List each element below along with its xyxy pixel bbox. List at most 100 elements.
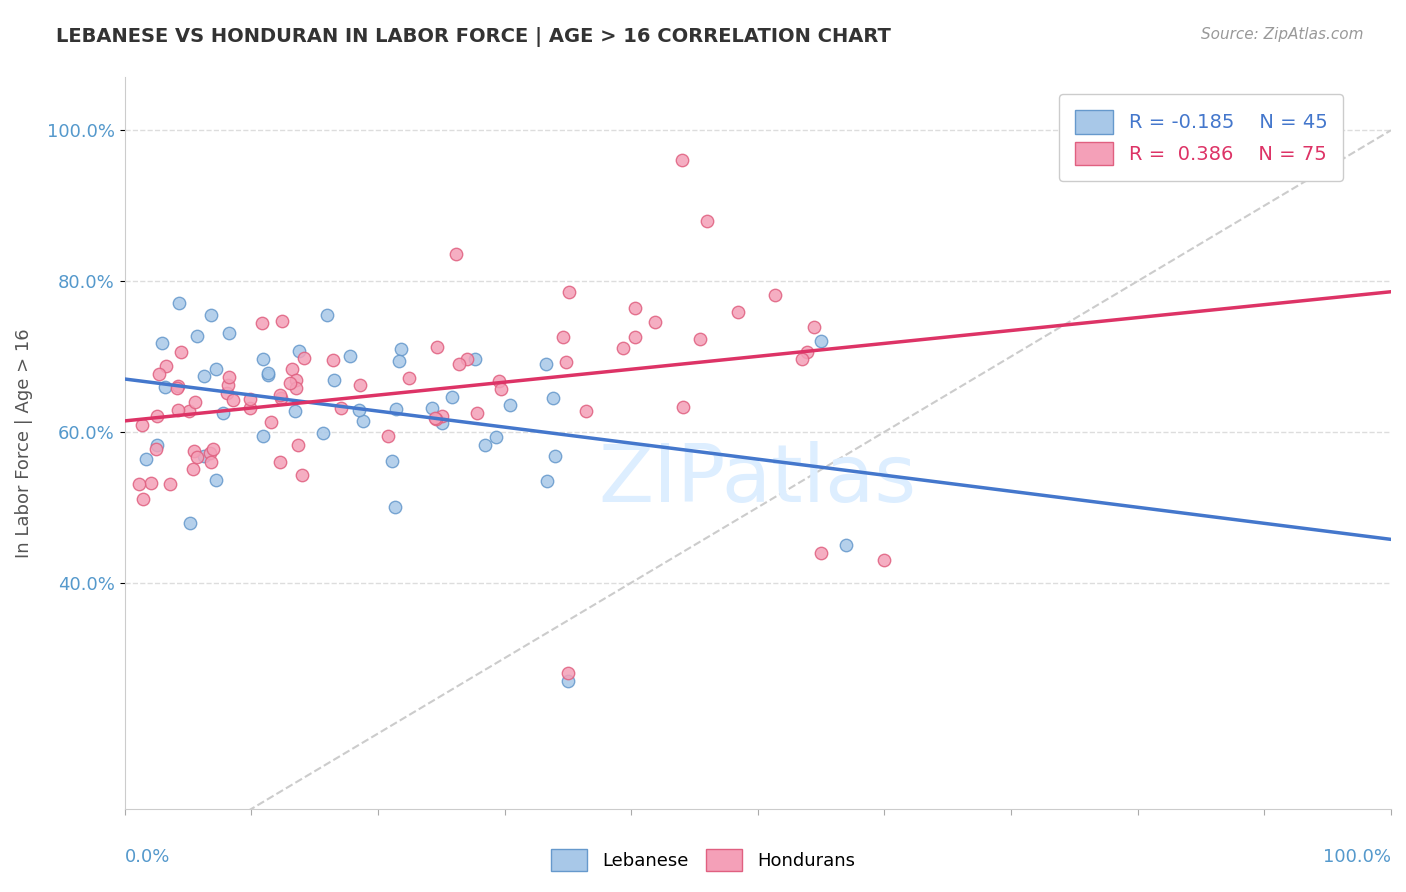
Point <box>423 411 446 425</box>
Legend: R = -0.185    N = 45, R =  0.386    N = 75: R = -0.185 N = 45, R = 0.386 N = 75 <box>1059 95 1343 181</box>
Point <box>555 355 578 369</box>
Point <box>284 403 307 417</box>
Point <box>217 386 239 401</box>
Point <box>447 357 470 371</box>
Point <box>193 368 215 383</box>
Text: Source: ZipAtlas.com: Source: ZipAtlas.com <box>1201 27 1364 42</box>
Point <box>155 359 177 373</box>
Point <box>534 357 557 371</box>
Point <box>239 401 262 415</box>
Point <box>329 401 352 415</box>
Point <box>252 352 274 367</box>
Point <box>536 475 558 489</box>
Y-axis label: In Labor Force | Age > 16: In Labor Force | Age > 16 <box>15 328 32 558</box>
Point <box>835 538 858 552</box>
Point <box>425 411 447 425</box>
Point <box>557 666 579 681</box>
Point <box>575 404 598 418</box>
Point <box>441 390 464 404</box>
Point <box>222 393 245 408</box>
Point <box>544 449 567 463</box>
Point <box>551 330 574 344</box>
Point <box>499 397 522 411</box>
Point <box>169 295 191 310</box>
Point <box>218 326 240 340</box>
Point <box>398 370 420 384</box>
Point <box>763 288 786 302</box>
Text: ZIPatlas: ZIPatlas <box>599 441 917 519</box>
Point <box>145 442 167 457</box>
Point <box>150 336 173 351</box>
Point <box>322 352 344 367</box>
Text: 100.0%: 100.0% <box>1323 848 1391 866</box>
Point <box>132 491 155 506</box>
Point <box>689 332 711 346</box>
Point <box>426 341 449 355</box>
Point <box>250 316 273 330</box>
Point <box>557 673 579 688</box>
Point <box>166 379 188 393</box>
Point <box>218 370 240 384</box>
Point <box>179 516 201 531</box>
Point <box>257 366 280 380</box>
Point <box>796 345 818 359</box>
Point <box>177 404 200 418</box>
Point <box>558 285 581 299</box>
Point <box>312 425 335 440</box>
Point <box>803 320 825 334</box>
Point <box>420 401 443 416</box>
Text: LEBANESE VS HONDURAN IN LABOR FORCE | AGE > 16 CORRELATION CHART: LEBANESE VS HONDURAN IN LABOR FORCE | AG… <box>56 27 891 46</box>
Point <box>281 361 304 376</box>
Point <box>200 454 222 468</box>
Point <box>294 351 316 366</box>
Point <box>644 315 666 329</box>
Point <box>612 341 634 355</box>
Point <box>377 429 399 443</box>
Point <box>166 381 188 395</box>
Point <box>252 429 274 443</box>
Point <box>166 402 188 417</box>
Point <box>193 450 215 464</box>
Text: 0.0%: 0.0% <box>125 848 170 866</box>
Point <box>269 455 291 469</box>
Point <box>474 438 496 452</box>
Point <box>291 468 314 483</box>
Point <box>271 314 294 328</box>
Point <box>135 452 157 467</box>
Point <box>257 368 280 382</box>
Point <box>212 406 235 420</box>
Point <box>131 417 153 432</box>
Point <box>181 461 204 475</box>
Point <box>790 352 813 367</box>
Point <box>389 343 412 357</box>
Point <box>146 438 169 452</box>
Point <box>186 450 208 464</box>
Point <box>381 454 404 468</box>
Point <box>485 429 508 443</box>
Point <box>155 379 177 393</box>
Point <box>204 362 226 376</box>
Point <box>148 367 170 381</box>
Point <box>183 444 205 458</box>
Point <box>671 153 693 168</box>
Point <box>139 476 162 491</box>
Point <box>198 446 221 460</box>
Point <box>239 392 262 407</box>
Point <box>260 415 283 429</box>
Point <box>200 308 222 322</box>
Point <box>810 334 832 349</box>
Point <box>186 329 208 343</box>
Point <box>541 392 564 406</box>
Point <box>183 394 205 409</box>
Point <box>873 553 896 567</box>
Point <box>269 387 291 401</box>
Point <box>388 353 411 368</box>
Point <box>488 374 510 388</box>
Point <box>727 305 749 319</box>
Point <box>430 417 453 431</box>
Legend: Lebanese, Hondurans: Lebanese, Hondurans <box>544 842 862 879</box>
Point <box>624 330 647 344</box>
Point <box>170 345 193 359</box>
Point <box>201 442 224 457</box>
Point <box>322 373 344 387</box>
